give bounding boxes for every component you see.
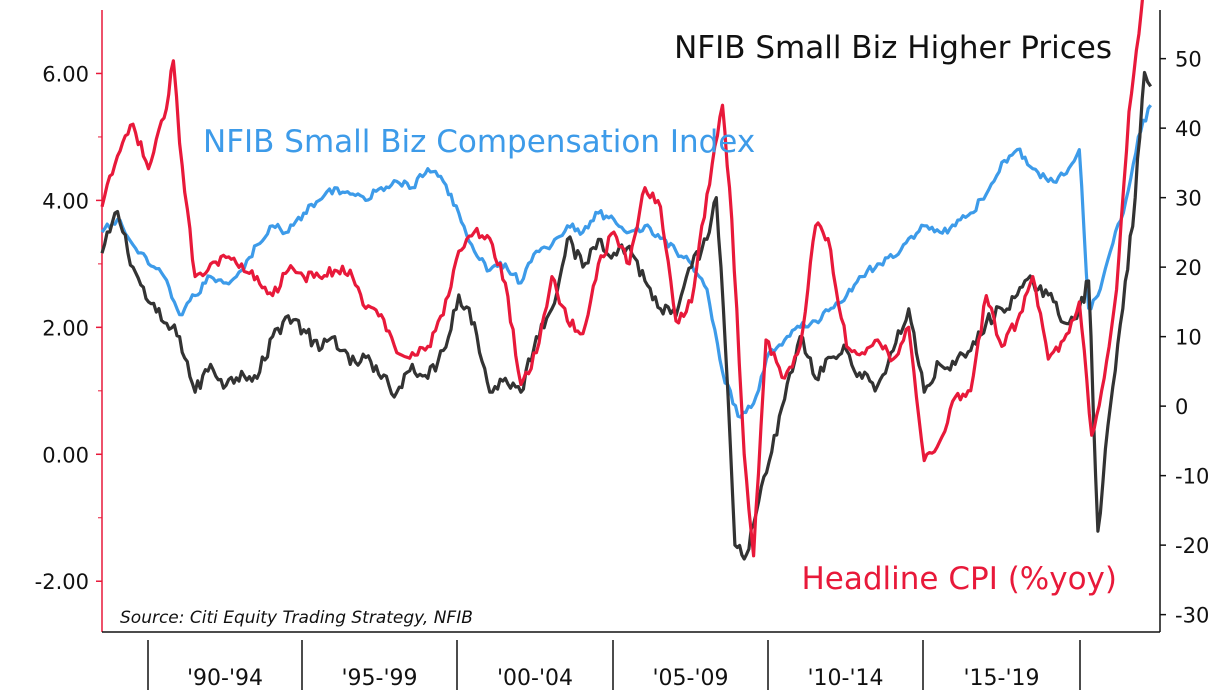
axes-layer: 6.00 4.00 2.00 0.00 -2.00 50 40 30 20 10 0 -10 -20 -3… [35, 10, 1209, 690]
left-axis-tick-label: 6.00 [42, 62, 89, 86]
series-layer [100, 0, 1153, 561]
x-category-label: '10-'14 [807, 666, 883, 690]
right-axis-tick-label: 10 [1175, 326, 1202, 350]
left-axis-tick-label: 4.00 [42, 189, 89, 213]
left-axis-tick-label: 0.00 [42, 443, 89, 467]
left-axis-tick-label: 2.00 [42, 316, 89, 340]
right-axis-tick-label: 40 [1175, 117, 1202, 141]
x-category-label: '05-'09 [652, 666, 728, 690]
series-line-2 [100, 0, 1144, 558]
chart-title: NFIB Small Biz Higher Prices [674, 30, 1112, 66]
x-category-label: '95-'99 [341, 666, 417, 690]
series-label-compensation: NFIB Small Biz Compensation Index [203, 124, 755, 160]
right-axis-tick-label: 50 [1175, 48, 1202, 72]
series-label-cpi: Headline CPI (%yoy) [802, 561, 1118, 597]
x-category-label: '90-'94 [187, 666, 263, 690]
right-axis-tick-label: 30 [1175, 187, 1202, 211]
labels-layer: NFIB Small Biz Higher Prices NFIB Small … [120, 30, 1117, 628]
right-axis-tick-label: -20 [1175, 534, 1209, 558]
right-axis-tick-label: -10 [1175, 465, 1209, 489]
series-line-1 [100, 104, 1152, 419]
right-axis-tick-label: 20 [1175, 256, 1202, 280]
x-category-label: '15-'19 [963, 666, 1039, 690]
left-axis-tick-label: -2.00 [35, 570, 89, 594]
right-axis-tick-label: -30 [1175, 604, 1209, 628]
x-category-label: '00-'04 [497, 666, 573, 690]
right-axis-tick-label: 0 [1175, 395, 1188, 419]
source-note: Source: Citi Equity Trading Strategy, NF… [120, 608, 473, 628]
